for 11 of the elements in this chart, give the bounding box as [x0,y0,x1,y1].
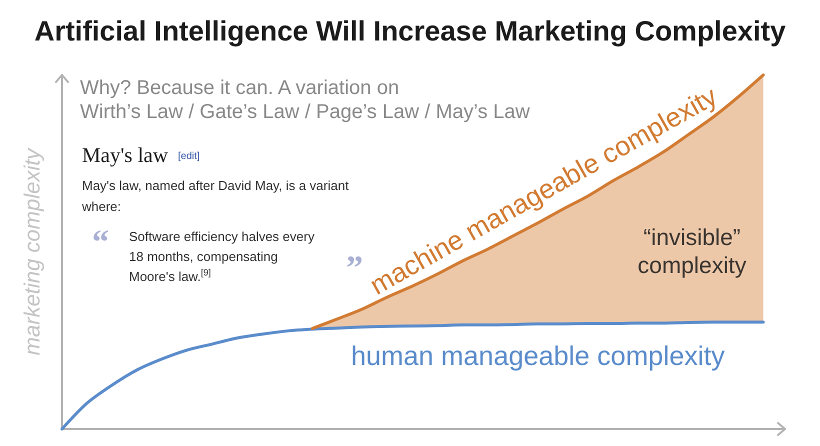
annotation: [edit] [178,150,200,164]
series-label: human manageable complexity [350,340,726,371]
annotation: May's law, named after David May, is a variant where: [82,176,349,216]
annotation: May's law [82,142,168,168]
annotation: Why? Because it can. A variation on Wirth’s Law / Gate’s Law / Page’s Law / May’s Law [80,76,530,124]
y-axis-title: marketing complexity [20,146,44,356]
annotation: Software efficiency halves every 18 months, compensating Moore's law.$^{[9]}$ [129,228,314,286]
annotation: ” [346,250,363,287]
chart-title: Artificial Intelligence Will Increase Marketing Complexity [34,16,786,46]
annotation: “ [92,224,109,261]
annotation: “invisible” complexity [638,223,746,279]
